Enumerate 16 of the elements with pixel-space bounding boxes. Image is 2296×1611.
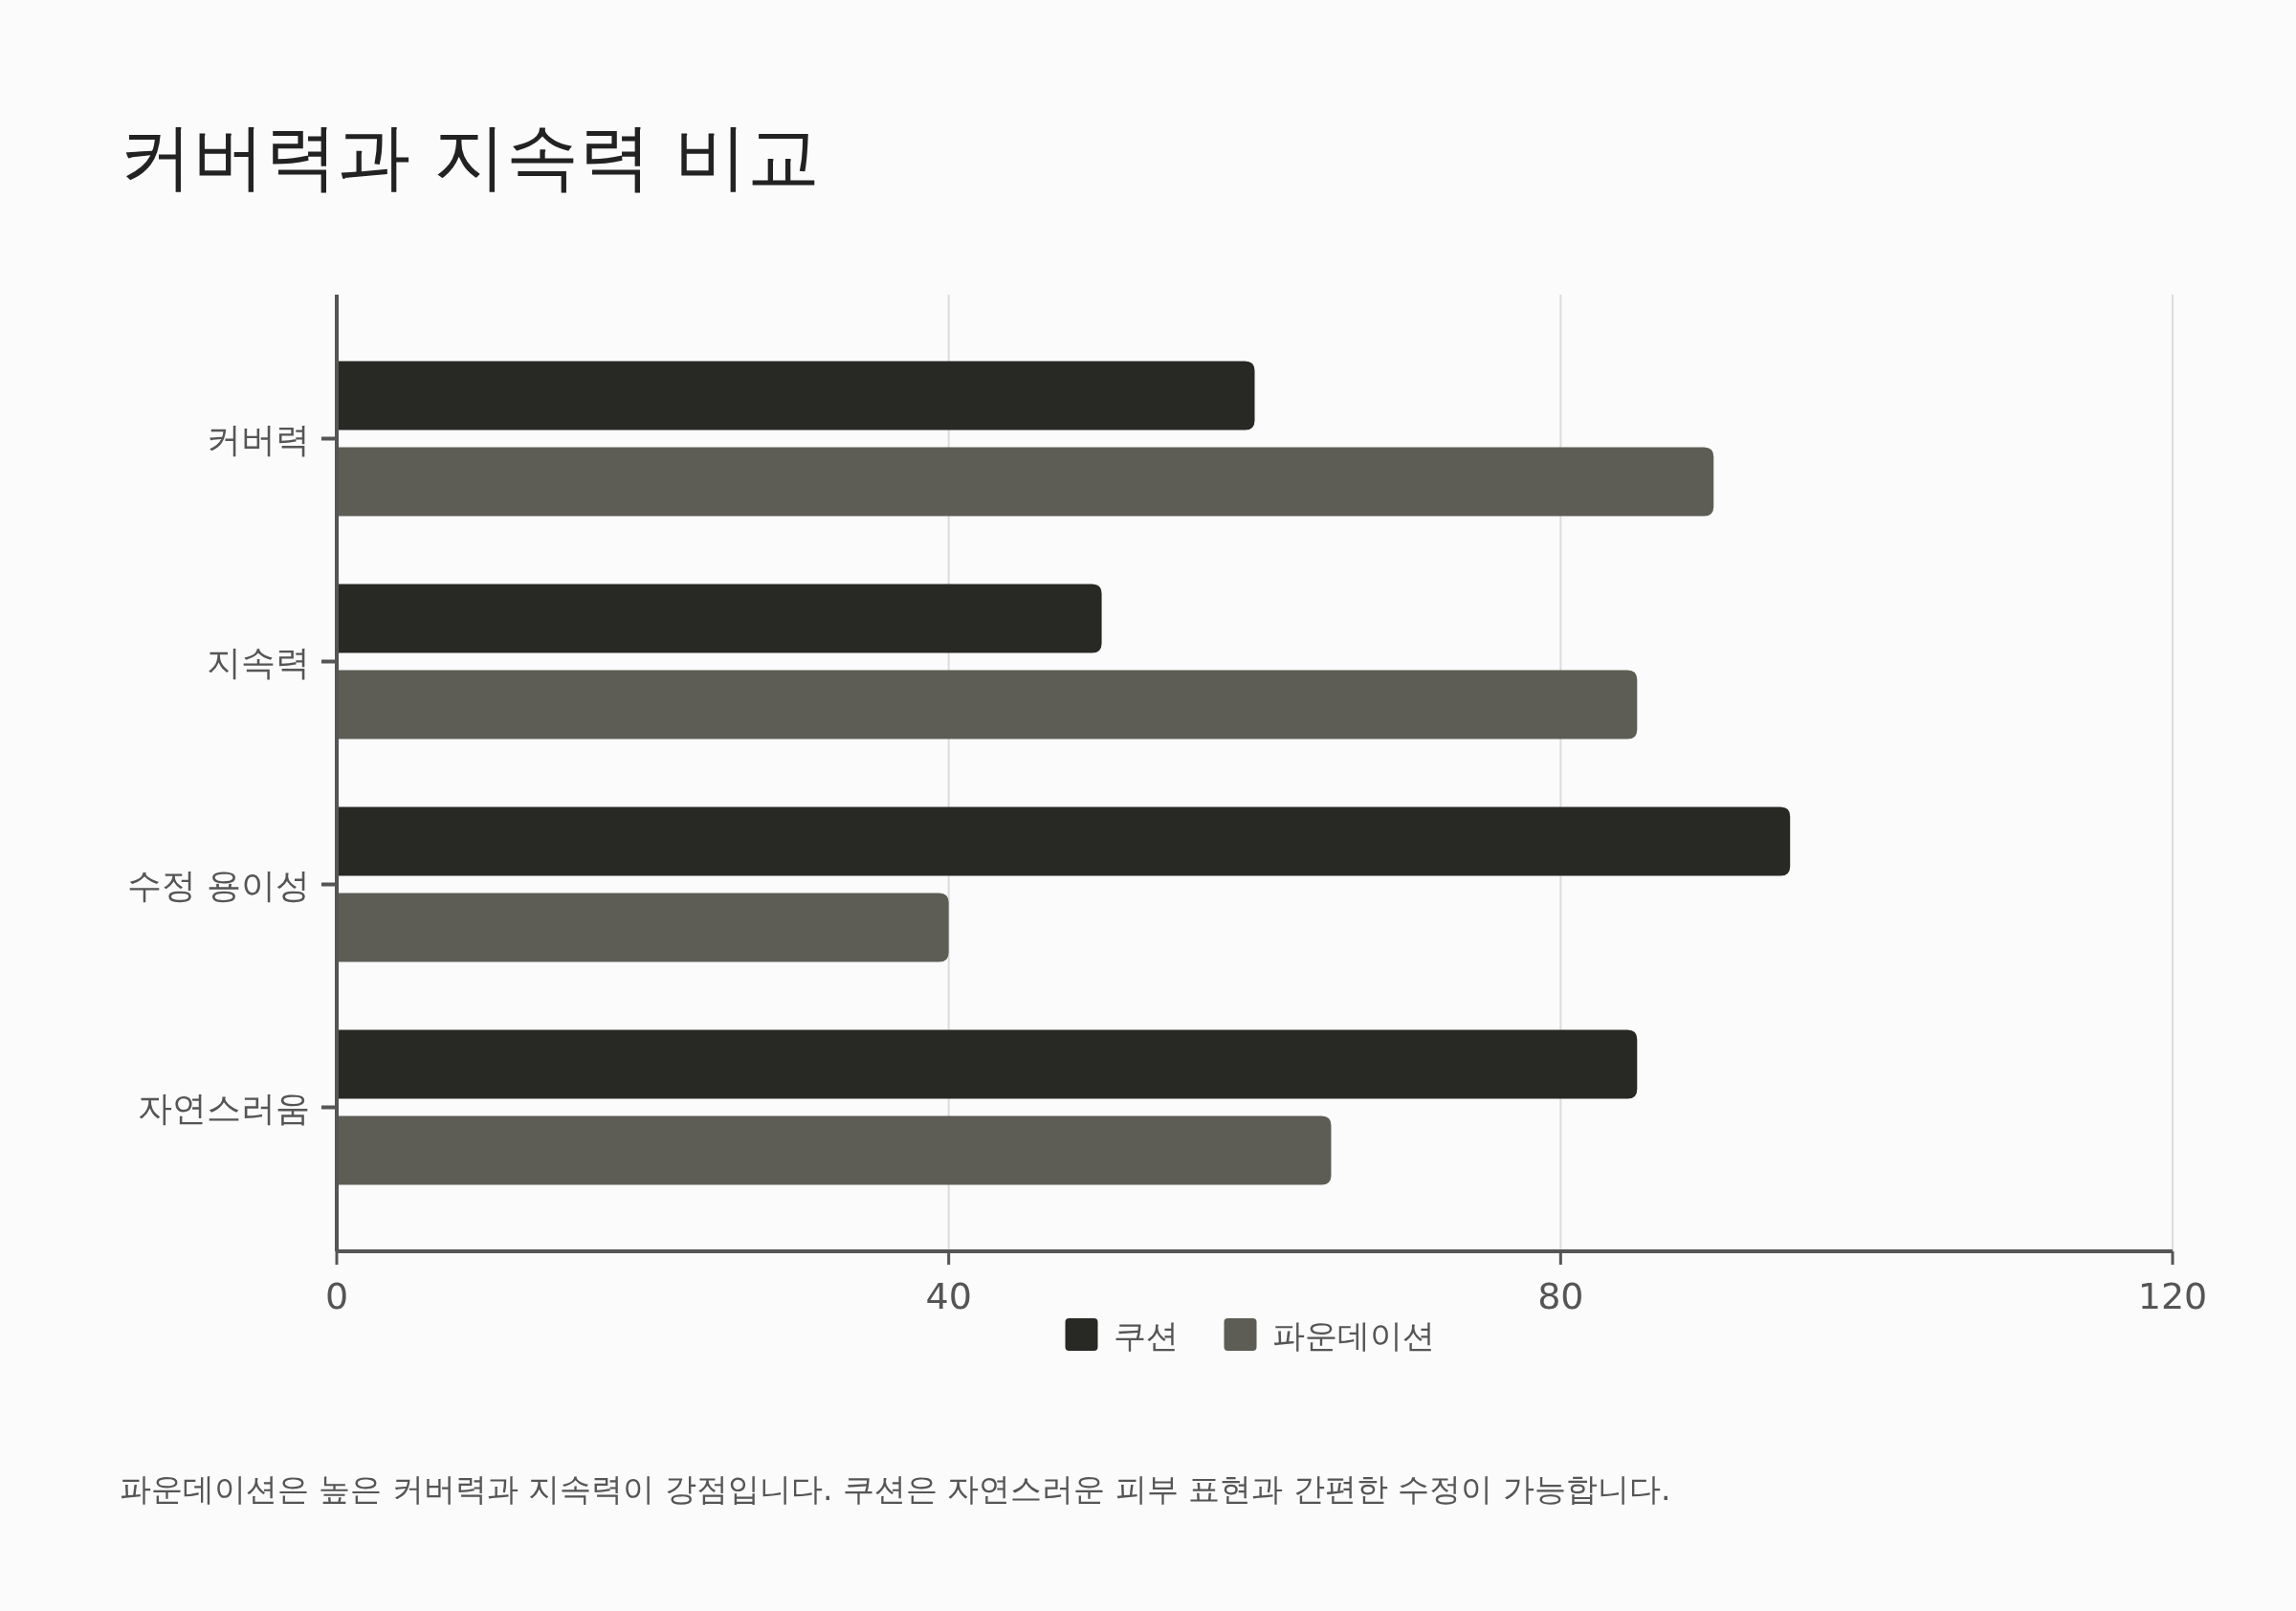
y-tick-label: 수정 용이성 bbox=[126, 865, 310, 905]
x-tick-label: 80 bbox=[1537, 1275, 1584, 1317]
bar bbox=[337, 1029, 1638, 1099]
y-tick-label: 커버력 bbox=[207, 419, 310, 459]
legend-label: 파운데이션 bbox=[1271, 1316, 1435, 1355]
y-tick-label: 자연스러움 bbox=[138, 1088, 310, 1128]
legend-label: 쿠션 bbox=[1113, 1316, 1179, 1355]
bar bbox=[337, 584, 1102, 653]
x-tick-label: 40 bbox=[925, 1275, 972, 1317]
chart-title: 커버력과 지속력 비교 bbox=[120, 114, 821, 199]
bar bbox=[337, 361, 1255, 430]
x-tick-label: 120 bbox=[2137, 1275, 2208, 1317]
text: 파운데이션은 높은 커버력과 지속력이 강점입니다. 쿠션은 자연스러운 피부 표현과 간편한 수정이 가능합니다. bbox=[120, 1470, 1671, 1508]
y-tick-label: 지속력 bbox=[207, 642, 310, 682]
bar bbox=[337, 806, 1791, 876]
x-tick-label: 0 bbox=[324, 1275, 349, 1317]
